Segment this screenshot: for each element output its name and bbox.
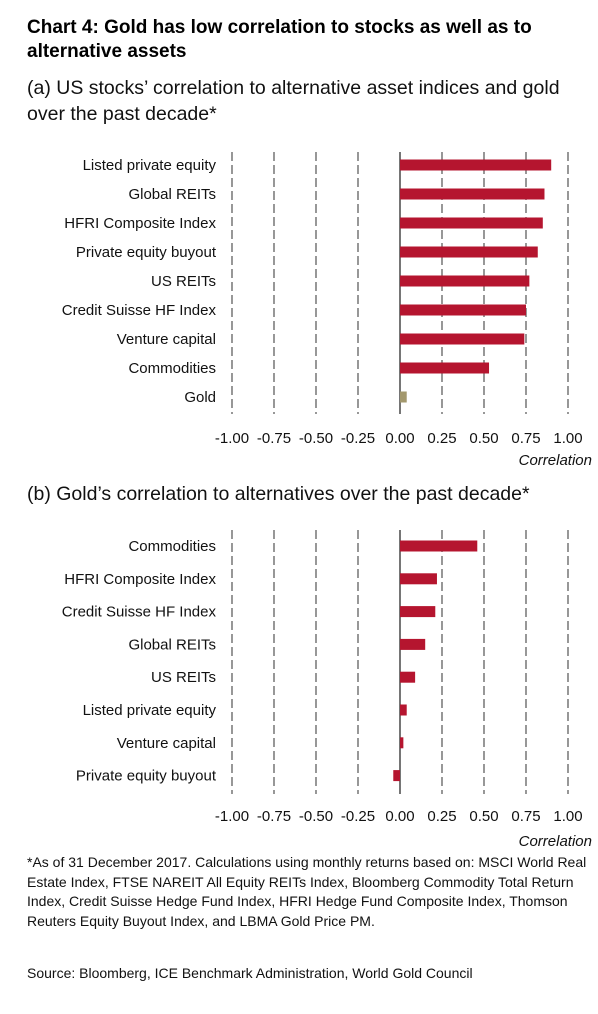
chart-title: Chart 4: Gold has low correlation to sto… [27,17,532,62]
category-label: Global REITs [128,186,216,203]
x-tick-label: 0.00 [385,430,414,447]
category-label: US REITs [151,273,216,290]
bar [400,333,525,345]
subtitle-b: (b) Gold’s correlation to alternatives o… [27,483,530,505]
bar [400,391,407,403]
bar [400,606,436,618]
category-label: Commodities [128,360,216,377]
footnote: *As of 31 December 2017. Calculations us… [27,854,587,929]
bar [400,304,526,316]
bar [400,246,538,258]
x-tick-label: 1.00 [553,808,582,825]
x-tick-label: 0.00 [385,808,414,825]
category-label: Listed private equity [83,157,217,174]
x-tick-label: 0.75 [511,808,540,825]
category-label: HFRI Composite Index [64,571,216,588]
x-tick-label: 0.50 [469,808,498,825]
bar [400,573,437,585]
x-tick-label: -0.25 [341,808,375,825]
x-tick-label: -0.75 [257,430,291,447]
x-tick-label: 0.25 [427,430,456,447]
bar [400,275,530,287]
category-label: Credit Suisse HF Index [62,604,217,621]
category-label: US REITs [151,669,216,686]
subtitle-a: (a) US stocks’ correlation to alternativ… [27,77,560,125]
source-note: Source: Bloomberg, ICE Benchmark Adminis… [27,965,473,981]
x-tick-label: -0.75 [257,808,291,825]
bar [393,770,400,782]
x-tick-label: -1.00 [215,430,249,447]
category-label: Venture capital [117,331,216,348]
x-tick-label: 0.25 [427,808,456,825]
x-tick-label: 0.50 [469,430,498,447]
bar [400,188,545,200]
category-label: Commodities [128,538,216,555]
x-tick-label: -0.50 [299,430,333,447]
x-tick-label: -1.00 [215,808,249,825]
x-axis-label: Correlation [519,833,592,850]
bar [400,638,426,650]
bar-chart-a: -1.00 -0.75 -0.50 -0.25 0.00 0.25 0.50 0.75 1.00… [62,152,592,469]
bar [400,671,416,683]
category-label: HFRI Composite Index [64,215,216,232]
category-label: Private equity buyout [76,244,217,261]
category-label: Gold [184,389,216,406]
x-tick-label: 0.75 [511,430,540,447]
x-tick-label: -0.25 [341,430,375,447]
x-tick-label: 1.00 [553,430,582,447]
bar-chart-b: -1.00 -0.75 -0.50 -0.25 0.00 0.25 0.50 0.75 1.00… [62,530,592,850]
category-label: Private equity buyout [76,768,217,785]
bar [400,704,407,716]
category-label: Listed private equity [83,702,217,719]
category-label: Venture capital [117,735,216,752]
bar [400,159,552,171]
bar [400,362,490,374]
bar [400,540,478,552]
x-tick-label: -0.50 [299,808,333,825]
bar [400,217,543,229]
bar [400,737,404,749]
category-label: Credit Suisse HF Index [62,302,217,319]
category-label: Global REITs [128,636,216,653]
x-axis-label: Correlation [519,452,592,469]
